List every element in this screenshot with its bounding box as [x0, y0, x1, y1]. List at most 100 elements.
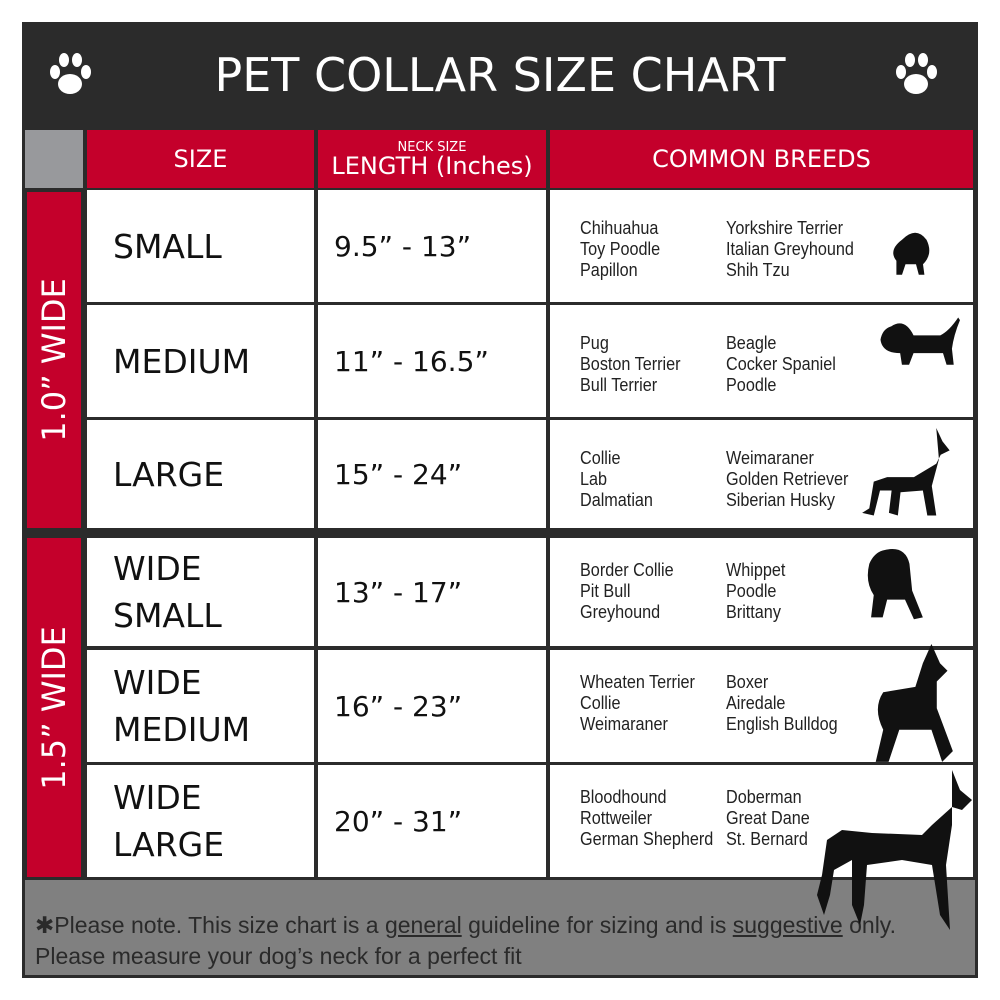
length-value: 20” - 31”	[334, 804, 463, 838]
dog-silhouette	[867, 548, 923, 620]
size-cell: WIDE LARGE	[87, 765, 314, 877]
size-label: WIDE LARGE	[113, 778, 225, 864]
breed-name: Weimaraner	[580, 714, 668, 734]
breed-name: St. Bernard	[726, 829, 808, 849]
breed-list: Pug Boston Terrier Bull Terrier	[580, 333, 681, 396]
breed-name: Boston Terrier	[580, 354, 681, 374]
size-label: WIDE MEDIUM	[113, 663, 251, 749]
footer-line-1: ✱Please note. This size chart is a gener…	[35, 910, 975, 941]
breed-list: Weimaraner Golden Retriever Siberian Husky	[726, 448, 848, 511]
breed-name: Papillon	[580, 260, 638, 280]
breed-list: Beagle Cocker Spaniel Poodle	[726, 333, 836, 396]
header-size-label: SIZE	[173, 145, 228, 173]
breed-name: Pit Bull	[580, 581, 631, 601]
breed-name: Wheaten Terrier	[580, 672, 695, 692]
breed-name: Chihuahua	[580, 218, 659, 238]
breed-name: Shih Tzu	[726, 260, 790, 280]
breed-name: Siberian Husky	[726, 490, 835, 510]
breeds-cell: Border Collie Pit Bull Greyhound Whippet Poo…	[550, 538, 973, 646]
breed-name: Brittany	[726, 602, 781, 622]
breed-name: Rottweiler	[580, 808, 653, 828]
breed-list: Chihuahua Toy Poodle Papillon	[580, 218, 660, 281]
breed-list: Border Collie Pit Bull Greyhound	[580, 560, 674, 623]
paw-icon	[50, 53, 91, 94]
length-value: 9.5” - 13”	[334, 229, 472, 263]
header-breeds-label: COMMON BREEDS	[652, 145, 871, 173]
dog-silhouette	[862, 428, 950, 516]
breed-name: Great Dane	[726, 808, 810, 828]
breed-name: Italian Greyhound	[726, 239, 854, 259]
breeds-cell: Collie Lab Dalmatian Weimaraner Golden Retri…	[550, 420, 973, 528]
breed-name: Toy Poodle	[580, 239, 661, 259]
length-cell: 15” - 24”	[318, 420, 546, 528]
breed-list: Bloodhound Rottweiler German Shepherd	[580, 787, 713, 850]
breeds-cell: Wheaten Terrier Collie Weimaraner Boxer Aire…	[550, 644, 973, 762]
breed-name: Border Collie	[580, 560, 674, 580]
size-cell: LARGE	[87, 420, 314, 528]
breed-name: Lab	[580, 469, 608, 489]
title-bar: PET COLLAR SIZE CHART	[22, 22, 978, 128]
header-corner	[25, 130, 83, 188]
length-cell: 16” - 23”	[318, 650, 546, 762]
footer-underlined: general	[384, 912, 462, 938]
footer-text: guideline for sizing and is	[461, 912, 733, 938]
footer-note: ✱Please note. This size chart is a gener…	[25, 880, 975, 975]
group-label-1in: 1.0” WIDE	[27, 192, 81, 528]
size-cell: WIDE SMALL	[87, 538, 314, 646]
breed-name: Collie	[580, 448, 621, 468]
breed-name: Poodle	[726, 581, 777, 601]
header-breeds: COMMON BREEDS	[550, 130, 973, 188]
header-length-sub: NECK SIZE	[397, 139, 467, 155]
breed-name: Cocker Spaniel	[726, 354, 836, 374]
breed-name: Bloodhound	[580, 787, 667, 807]
header-length: NECK SIZE LENGTH (Inches)	[318, 130, 546, 188]
breed-name: Yorkshire Terrier	[726, 218, 844, 238]
breed-name: Golden Retriever	[726, 469, 849, 489]
breed-list: Yorkshire Terrier Italian Greyhound Shih T…	[726, 218, 854, 281]
size-label: LARGE	[113, 454, 225, 494]
dog-silhouette	[875, 644, 953, 762]
breed-name: Weimaraner	[726, 448, 814, 468]
length-cell: 20” - 31”	[318, 765, 546, 877]
breed-name: Greyhound	[580, 602, 661, 622]
length-cell: 9.5” - 13”	[318, 190, 546, 302]
breed-name: Beagle	[726, 333, 777, 353]
breed-name: Collie	[580, 693, 621, 713]
breed-name: English Bulldog	[726, 714, 838, 734]
breeds-cell: Pug Boston Terrier Bull Terrier Beagle Cocke…	[550, 305, 973, 417]
breed-list: Collie Lab Dalmatian	[580, 448, 653, 511]
breeds-cell: Chihuahua Toy Poodle Papillon Yorkshire Ter…	[550, 190, 973, 302]
size-cell: WIDE MEDIUM	[87, 650, 314, 762]
breed-name: German Shepherd	[580, 829, 714, 849]
breed-name: Dalmatian	[580, 490, 653, 510]
group-label-text: 1.5” WIDE	[35, 625, 74, 790]
footer-underlined: suggestive	[732, 912, 843, 938]
breed-name: Poodle	[726, 375, 777, 395]
breed-list: Boxer Airedale English Bulldog	[726, 672, 838, 735]
size-cell: MEDIUM	[87, 305, 314, 417]
breed-name: Whippet	[726, 560, 786, 580]
breed-name: Airedale	[726, 693, 786, 713]
size-cell: SMALL	[87, 190, 314, 302]
footer-line-2: Please measure your dog’s neck for a per…	[35, 943, 522, 969]
length-cell: 11” - 16.5”	[318, 305, 546, 417]
size-label: WIDE SMALL	[113, 549, 222, 635]
header-length-label: LENGTH (Inches)	[331, 151, 533, 180]
paw-icon	[896, 53, 937, 94]
page-title: PET COLLAR SIZE CHART	[214, 48, 786, 102]
dog-silhouette	[880, 317, 960, 365]
length-value: 16” - 23”	[334, 689, 463, 723]
length-value: 15” - 24”	[334, 457, 463, 491]
breeds-cell: Bloodhound Rottweiler German Shepherd Dober…	[550, 765, 973, 877]
length-value: 11” - 16.5”	[334, 344, 489, 378]
length-cell: 13” - 17”	[318, 538, 546, 646]
group-label-text: 1.0” WIDE	[35, 278, 74, 442]
breed-name: Bull Terrier	[580, 375, 658, 395]
dog-silhouette	[893, 232, 930, 275]
breed-list: Whippet Poodle Brittany	[726, 560, 785, 623]
size-label: MEDIUM	[113, 341, 251, 381]
header-size: SIZE	[87, 130, 314, 188]
breed-name: Doberman	[726, 787, 802, 807]
footer-text: ✱Please note. This size chart is a	[35, 912, 385, 938]
length-value: 13” - 17”	[334, 575, 463, 609]
